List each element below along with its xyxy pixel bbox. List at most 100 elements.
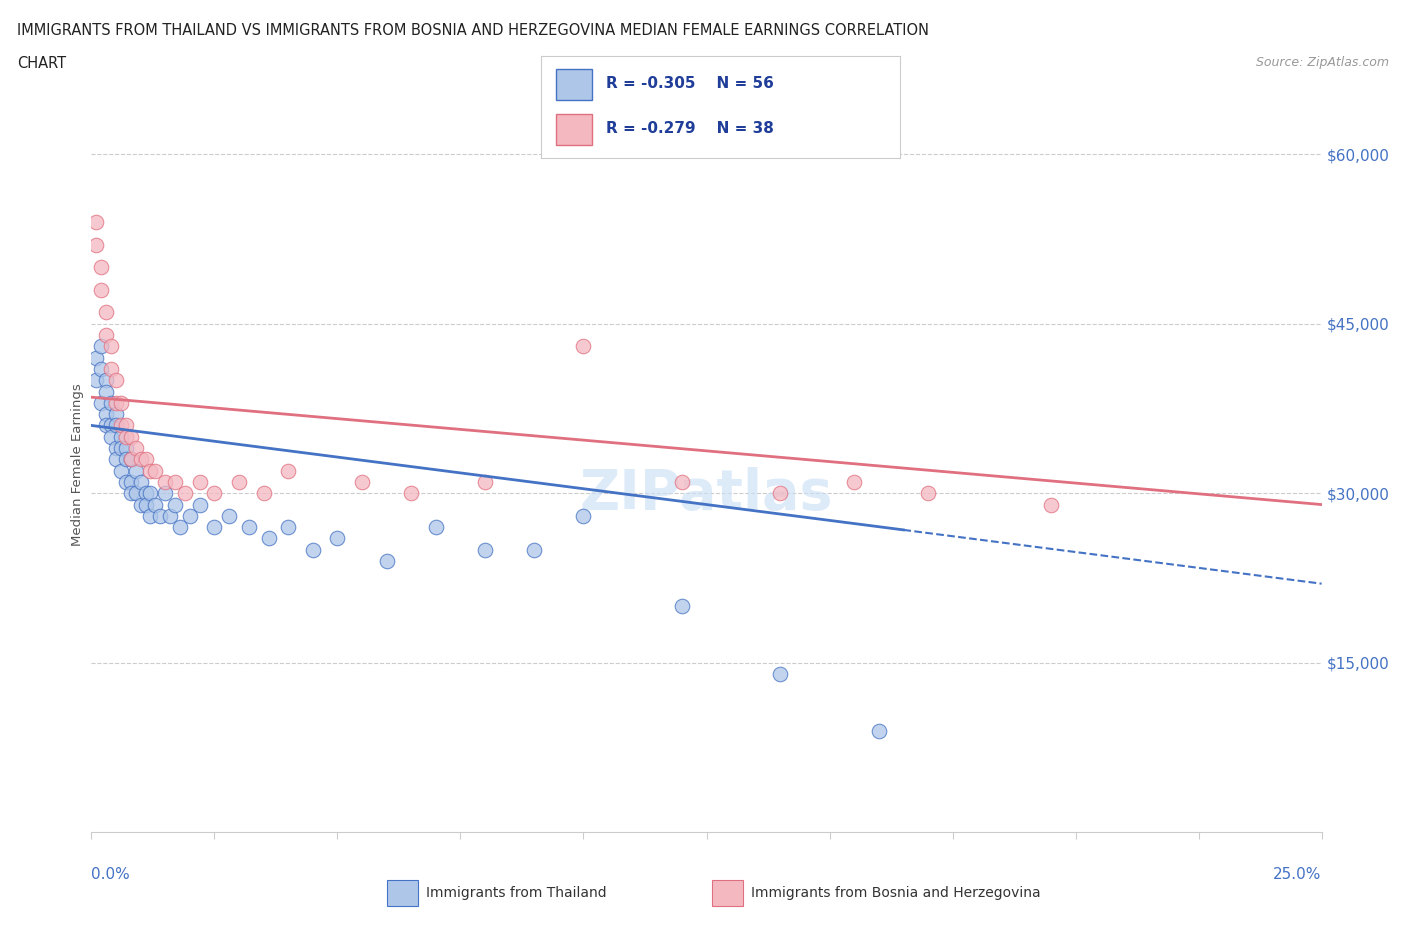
Point bbox=[100, 362, 122, 377]
Point bbox=[135, 498, 156, 512]
Point bbox=[868, 724, 890, 738]
Point bbox=[100, 430, 122, 445]
Point bbox=[135, 485, 156, 500]
Point bbox=[163, 474, 186, 489]
Text: CHART: CHART bbox=[17, 56, 66, 71]
Point bbox=[145, 463, 166, 478]
Point bbox=[179, 509, 201, 524]
Point bbox=[399, 485, 422, 500]
Point bbox=[105, 406, 127, 421]
Point bbox=[277, 463, 299, 478]
Point bbox=[120, 452, 142, 467]
Point bbox=[253, 485, 276, 500]
Point bbox=[129, 452, 152, 467]
Point bbox=[120, 474, 142, 489]
Bar bbox=[555, 69, 592, 100]
Point bbox=[105, 395, 127, 410]
Point bbox=[842, 474, 865, 489]
Point bbox=[124, 485, 146, 500]
Point bbox=[110, 463, 132, 478]
Point bbox=[120, 430, 142, 445]
Point bbox=[96, 305, 117, 320]
Text: Immigrants from Bosnia and Herzegovina: Immigrants from Bosnia and Herzegovina bbox=[751, 885, 1040, 900]
Point bbox=[105, 373, 127, 388]
Point bbox=[202, 485, 225, 500]
Point bbox=[90, 283, 112, 298]
Text: 25.0%: 25.0% bbox=[1274, 867, 1322, 882]
Point bbox=[114, 474, 138, 489]
Point bbox=[169, 520, 191, 535]
Bar bbox=[388, 880, 419, 906]
Point bbox=[188, 474, 211, 489]
Point bbox=[124, 441, 146, 456]
Point bbox=[153, 485, 177, 500]
Point bbox=[110, 441, 132, 456]
Point bbox=[188, 498, 211, 512]
Y-axis label: Median Female Earnings: Median Female Earnings bbox=[72, 383, 84, 546]
Point bbox=[159, 509, 181, 524]
Point bbox=[96, 327, 117, 342]
Point bbox=[105, 418, 127, 432]
Point bbox=[301, 542, 323, 557]
Point bbox=[917, 485, 939, 500]
Text: ZIPatlas: ZIPatlas bbox=[579, 468, 834, 522]
Point bbox=[257, 531, 280, 546]
Point bbox=[120, 485, 142, 500]
Point bbox=[425, 520, 447, 535]
Point bbox=[202, 520, 225, 535]
Point bbox=[228, 474, 250, 489]
Point bbox=[86, 351, 108, 365]
Point bbox=[90, 339, 112, 353]
Text: R = -0.305    N = 56: R = -0.305 N = 56 bbox=[606, 76, 773, 91]
Point bbox=[238, 520, 260, 535]
Point bbox=[139, 509, 162, 524]
Text: R = -0.279    N = 38: R = -0.279 N = 38 bbox=[606, 122, 773, 137]
Point bbox=[110, 418, 132, 432]
Point bbox=[105, 441, 127, 456]
Point bbox=[474, 474, 496, 489]
Point bbox=[114, 452, 138, 467]
Text: Immigrants from Thailand: Immigrants from Thailand bbox=[426, 885, 606, 900]
Bar bbox=[555, 114, 592, 145]
Bar bbox=[713, 880, 744, 906]
Point bbox=[769, 667, 792, 682]
Point bbox=[145, 498, 166, 512]
Point bbox=[149, 509, 172, 524]
Point bbox=[110, 395, 132, 410]
Point bbox=[174, 485, 197, 500]
Point bbox=[523, 542, 546, 557]
Point bbox=[114, 441, 138, 456]
Point bbox=[100, 418, 122, 432]
Point bbox=[135, 452, 156, 467]
Point bbox=[218, 509, 240, 524]
Point bbox=[114, 430, 138, 445]
Point bbox=[114, 418, 138, 432]
Point bbox=[86, 237, 108, 252]
Point bbox=[129, 474, 152, 489]
Point bbox=[86, 373, 108, 388]
Point bbox=[100, 339, 122, 353]
Point bbox=[769, 485, 792, 500]
Text: IMMIGRANTS FROM THAILAND VS IMMIGRANTS FROM BOSNIA AND HERZEGOVINA MEDIAN FEMALE: IMMIGRANTS FROM THAILAND VS IMMIGRANTS F… bbox=[17, 23, 929, 38]
Point bbox=[129, 498, 152, 512]
Point bbox=[139, 463, 162, 478]
Point bbox=[96, 418, 117, 432]
Point bbox=[1039, 498, 1063, 512]
Point bbox=[90, 395, 112, 410]
Point bbox=[120, 452, 142, 467]
Point bbox=[90, 259, 112, 274]
Point bbox=[90, 362, 112, 377]
Point bbox=[96, 406, 117, 421]
Point bbox=[671, 599, 693, 614]
Point bbox=[124, 463, 146, 478]
Point bbox=[96, 373, 117, 388]
Point bbox=[572, 339, 595, 353]
Point bbox=[139, 485, 162, 500]
Point bbox=[277, 520, 299, 535]
Point bbox=[326, 531, 349, 546]
Point bbox=[163, 498, 186, 512]
Point bbox=[671, 474, 693, 489]
Point bbox=[375, 553, 398, 568]
Point bbox=[100, 395, 122, 410]
Point bbox=[110, 430, 132, 445]
